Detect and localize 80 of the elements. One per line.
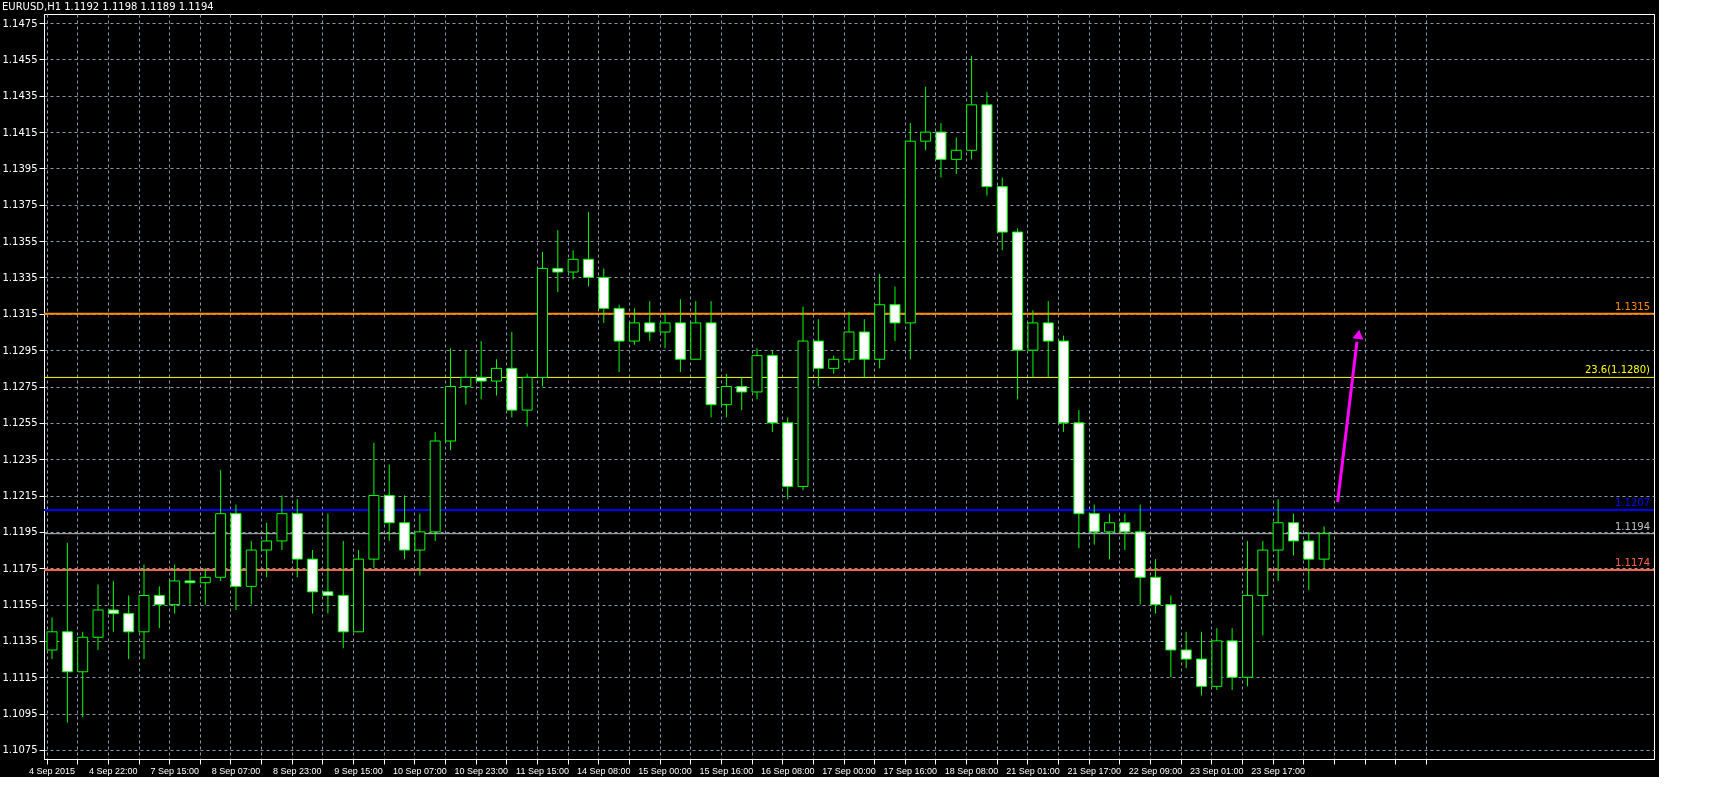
ref-line-label: 1.1315 bbox=[1615, 300, 1650, 312]
y-tick-label: 1.1135 bbox=[2, 635, 38, 647]
candlestick bbox=[1303, 531, 1315, 591]
x-tick-label: 21 Sep 17:00 bbox=[1067, 765, 1121, 776]
candlestick bbox=[552, 229, 564, 293]
candlestick bbox=[169, 564, 181, 615]
x-tick-label: 10 Sep 07:00 bbox=[393, 765, 447, 776]
candlestick bbox=[828, 355, 840, 375]
candlestick bbox=[199, 567, 211, 606]
candlestick bbox=[1042, 300, 1054, 378]
x-tick-label: 8 Sep 07:00 bbox=[211, 765, 261, 776]
y-tick-label: 1.1235 bbox=[2, 453, 38, 465]
candlestick bbox=[736, 376, 748, 411]
candlestick bbox=[644, 300, 656, 342]
x-tick-label: 4 Sep 2015 bbox=[29, 765, 76, 776]
y-tick-label: 1.1075 bbox=[2, 744, 38, 756]
y-tick-label: 1.1095 bbox=[2, 708, 38, 720]
candlestick bbox=[46, 616, 58, 660]
y-tick-label: 1.1175 bbox=[2, 562, 38, 574]
x-tick-label: 4 Sep 22:00 bbox=[89, 765, 138, 776]
candlestick bbox=[322, 513, 334, 615]
candlestick bbox=[475, 340, 487, 400]
candlestick bbox=[107, 580, 119, 633]
x-tick-label: 21 Sep 01:00 bbox=[1006, 765, 1060, 776]
x-tick-label: 17 Sep 16:00 bbox=[883, 765, 938, 776]
ref-line-label: 23.6(1.1280) bbox=[1584, 364, 1651, 376]
y-tick-label: 1.1315 bbox=[2, 308, 38, 320]
candlestick bbox=[1287, 513, 1299, 556]
ref-line-label: 1.1207 bbox=[1615, 497, 1650, 509]
candlestick bbox=[123, 594, 135, 660]
y-tick-label: 1.1335 bbox=[2, 271, 38, 283]
candlestick bbox=[1104, 513, 1116, 560]
x-tick-label: 16 Sep 08:00 bbox=[760, 765, 815, 776]
candlestick bbox=[950, 137, 962, 175]
candlestick bbox=[491, 358, 502, 397]
y-tick-label: 1.1455 bbox=[2, 53, 38, 65]
ref-line-label: 1.1174 bbox=[1615, 557, 1650, 569]
x-tick-label: 23 Sep 01:00 bbox=[1190, 765, 1244, 776]
x-tick-label: 17 Sep 00:00 bbox=[822, 765, 876, 776]
y-tick-label: 1.1355 bbox=[2, 235, 38, 247]
candlestick bbox=[1180, 631, 1192, 669]
candlestick bbox=[582, 211, 594, 288]
y-tick-label: 1.1255 bbox=[2, 417, 38, 429]
y-tick-label: 1.1395 bbox=[2, 162, 38, 174]
candlestick bbox=[920, 86, 932, 151]
candlestick bbox=[153, 585, 165, 629]
candlestick bbox=[628, 307, 640, 346]
x-tick-label: 14 Sep 08:00 bbox=[577, 765, 631, 776]
ref-line-label: 1.1194 bbox=[1615, 520, 1650, 532]
x-tick-label: 23 Sep 17:00 bbox=[1251, 765, 1305, 776]
y-tick-label: 1.1415 bbox=[2, 126, 38, 138]
y-tick-label: 1.1275 bbox=[2, 381, 38, 392]
chart-title: EURUSD,H1 1.1192 1.1198 1.1189 1.1194 bbox=[2, 1, 214, 12]
y-tick-label: 1.1475 bbox=[2, 17, 38, 29]
candlestick bbox=[1119, 513, 1131, 551]
candlestick bbox=[720, 373, 732, 418]
y-tick-label: 1.1115 bbox=[2, 671, 38, 683]
x-tick-label: 9 Sep 15:00 bbox=[334, 765, 383, 776]
y-tick-label: 1.1435 bbox=[2, 90, 38, 102]
y-tick-label: 1.1295 bbox=[2, 344, 38, 356]
x-tick-label: 8 Sep 23:00 bbox=[272, 765, 322, 776]
candlestick bbox=[184, 567, 196, 606]
y-tick-label: 1.1375 bbox=[2, 199, 38, 211]
x-tick-label: 11 Sep 15:00 bbox=[516, 765, 569, 776]
x-tick-label: 22 Sep 09:00 bbox=[1128, 765, 1183, 776]
candlestick bbox=[567, 249, 579, 280]
candlestick bbox=[460, 349, 472, 406]
candlestick bbox=[261, 522, 273, 578]
y-tick-label: 1.1195 bbox=[2, 526, 38, 538]
x-tick-label: 18 Sep 08:00 bbox=[944, 765, 999, 776]
x-tick-label: 15 Sep 16:00 bbox=[699, 765, 754, 776]
y-tick-label: 1.1215 bbox=[2, 490, 38, 502]
candlestick bbox=[1088, 504, 1100, 546]
candlestick bbox=[889, 286, 901, 342]
candlestick bbox=[414, 513, 426, 576]
candlestick bbox=[659, 313, 671, 349]
x-tick-label: 10 Sep 23:00 bbox=[454, 765, 508, 776]
y-tick-label: 1.1155 bbox=[2, 599, 38, 611]
x-tick-label: 15 Sep 00:00 bbox=[638, 765, 692, 776]
x-tick-label: 7 Sep 15:00 bbox=[150, 765, 199, 776]
